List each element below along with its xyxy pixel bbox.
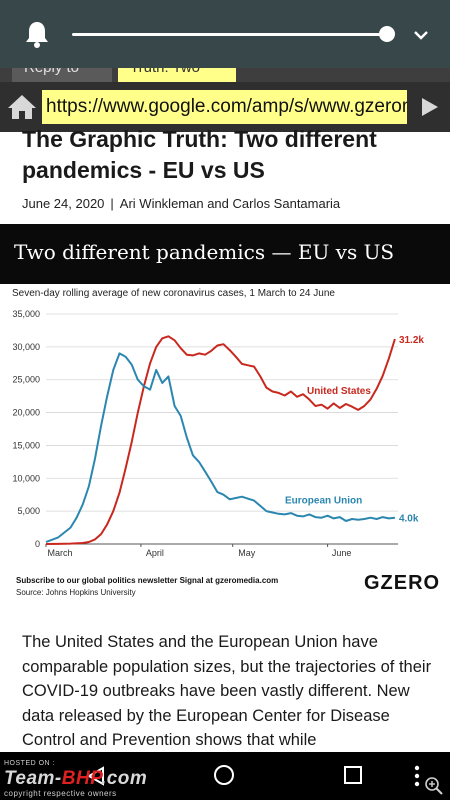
chart-subtitle: Seven-day rolling average of new coronav…: [12, 288, 335, 299]
chart-banner-title: Two different pandemics — EU vs US: [14, 240, 395, 264]
y-tick-label: 15,000: [12, 440, 40, 450]
series-end-label: 4.0k: [399, 514, 419, 525]
watermark-brand-b: BHP: [61, 768, 101, 789]
chevron-down-icon[interactable]: [410, 24, 432, 46]
system-nav-bar: [0, 752, 450, 800]
y-tick-label: 25,000: [12, 375, 40, 385]
y-tick-label: 20,000: [12, 408, 40, 418]
article-byline: June 24, 2020 | Ari Winkleman and Carlos S…: [22, 196, 340, 211]
article-date: June 24, 2020: [22, 196, 105, 211]
byline-separator: |: [110, 196, 114, 211]
zoom-in-icon[interactable]: [424, 776, 444, 796]
bell-icon[interactable]: [24, 20, 50, 48]
series-line: [45, 352, 396, 543]
y-tick-label: 35,000: [12, 309, 40, 319]
x-tick-label: April: [146, 548, 164, 558]
url-bar: https://www.google.com/amp/s/www.gzerome…: [0, 82, 450, 132]
volume-slider-track[interactable]: [72, 33, 387, 36]
recents-square-icon[interactable]: [344, 766, 362, 784]
series-end-label: 31.2k: [399, 335, 424, 346]
watermark-hosted: HOSTED ON :: [4, 760, 56, 767]
home-icon[interactable]: [6, 92, 38, 122]
line-chart: 0 5,000 10,000 15,000 20,000 25,000 30,000 35,0…: [12, 309, 424, 558]
series-line: [45, 335, 396, 545]
series-name-label: European Union: [285, 495, 362, 506]
browser-tab-strip: Reply to Truth: Two: [0, 54, 450, 82]
watermark-copyright: copyright respective owners: [4, 789, 117, 798]
forward-arrow-icon[interactable]: [418, 96, 440, 118]
gzero-logo: GZERO: [364, 572, 441, 594]
volume-panel: [0, 0, 450, 68]
newsletter-note: Subscribe to our global politics newslet…: [16, 576, 279, 585]
article-headline: The Graphic Truth: Two different pandemi…: [22, 126, 377, 183]
y-tick-label: 10,000: [12, 473, 40, 483]
x-tick-label: June: [332, 548, 352, 558]
watermark-brand-a: Team-: [4, 768, 62, 789]
url-input[interactable]: https://www.google.com/amp/s/www.gzerome…: [42, 90, 407, 124]
y-tick-label: 30,000: [12, 342, 40, 352]
source-note: Source: Johns Hopkins University: [16, 588, 136, 597]
x-tick-label: March: [47, 548, 72, 558]
chart-card: Seven-day rolling average of new coronav…: [0, 284, 450, 604]
home-circle-icon[interactable]: [214, 765, 234, 785]
y-tick-label: 0: [35, 539, 40, 549]
chart-banner: Two different pandemics — EU vs US: [0, 224, 450, 284]
article-authors[interactable]: Ari Winkleman and Carlos Santamaria: [119, 196, 341, 211]
watermark-brand: Team-BHP.com: [4, 768, 147, 790]
watermark-brand-c: .com: [100, 768, 148, 789]
series-name-label: United States: [307, 386, 371, 397]
y-tick-label: 5,000: [17, 506, 40, 516]
volume-slider-thumb[interactable]: [379, 26, 395, 42]
back-triangle-icon[interactable]: [86, 766, 106, 786]
more-vert-icon[interactable]: [414, 764, 420, 788]
article-body: The United States and the European Union…: [22, 633, 432, 749]
x-tick-label: May: [238, 548, 256, 558]
